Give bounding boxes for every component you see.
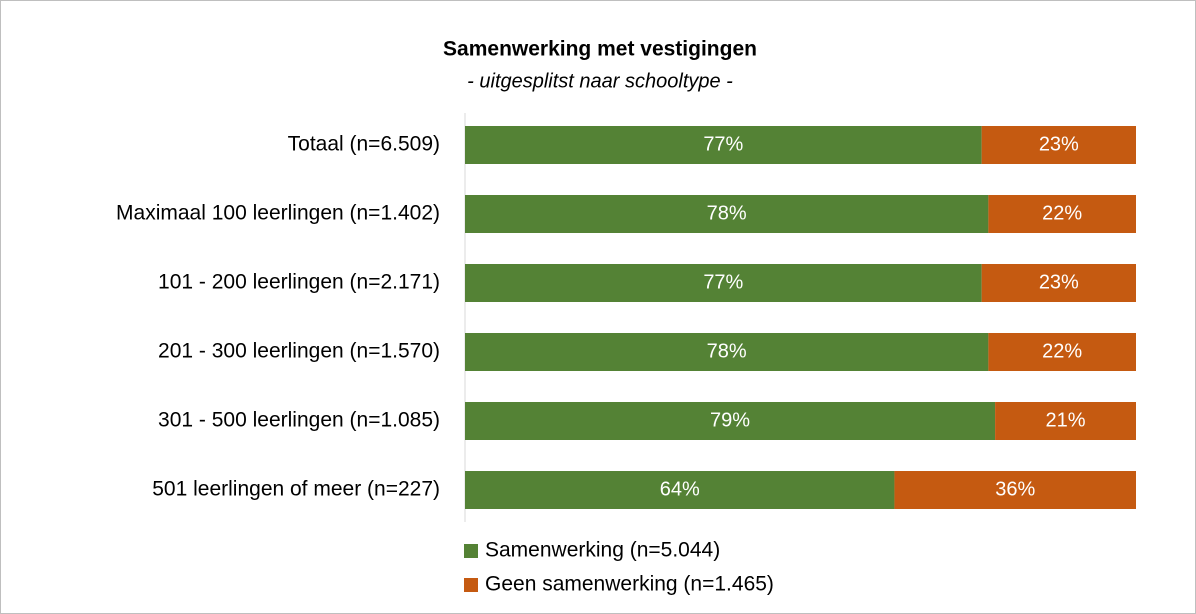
data-label: 78%	[707, 340, 747, 362]
bar-segment	[981, 264, 1136, 302]
bar-segment	[894, 471, 1136, 509]
legend-swatch	[464, 544, 478, 558]
data-label: 23%	[1039, 271, 1079, 293]
data-label: 21%	[1046, 409, 1086, 431]
legend-swatch	[464, 578, 478, 592]
bar-segment	[981, 126, 1136, 164]
data-label: 22%	[1042, 340, 1082, 362]
legend-label: Geen samenwerking (n=1.465)	[485, 573, 774, 596]
bar-segment	[988, 195, 1136, 233]
data-label: 22%	[1042, 202, 1082, 224]
data-label: 79%	[710, 409, 750, 431]
data-label: 64%	[660, 478, 700, 500]
category-label: 501 leerlingen of meer (n=227)	[152, 478, 440, 501]
legend-label: Samenwerking (n=5.044)	[485, 539, 720, 562]
data-label: 23%	[1039, 133, 1079, 155]
category-label: 101 - 200 leerlingen (n=2.171)	[158, 271, 440, 294]
chart-subtitle: - uitgesplitst naar schooltype -	[467, 70, 733, 92]
bar-segment	[465, 126, 982, 164]
bar-segment	[465, 402, 996, 440]
category-label: 301 - 500 leerlingen (n=1.085)	[158, 409, 440, 432]
category-label: Maximaal 100 leerlingen (n=1.402)	[116, 202, 440, 225]
bar-segment	[988, 333, 1136, 371]
data-label: 78%	[707, 202, 747, 224]
chart-title: Samenwerking met vestigingen	[443, 38, 757, 61]
bar-segment	[465, 471, 895, 509]
data-label: 36%	[995, 478, 1035, 500]
bar-segment	[465, 195, 989, 233]
category-label: Totaal (n=6.509)	[288, 133, 440, 156]
category-label: 201 - 300 leerlingen (n=1.570)	[158, 340, 440, 363]
bar-segment	[465, 264, 982, 302]
data-label: 77%	[703, 133, 743, 155]
bar-segment	[995, 402, 1136, 440]
bar-segment	[465, 333, 989, 371]
data-label: 77%	[703, 271, 743, 293]
